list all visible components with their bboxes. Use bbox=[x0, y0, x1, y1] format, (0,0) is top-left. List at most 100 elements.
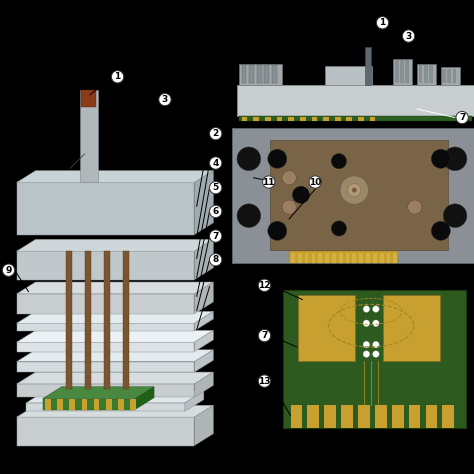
Polygon shape bbox=[194, 372, 213, 397]
Bar bbox=[311, 117, 317, 121]
Polygon shape bbox=[17, 294, 194, 314]
Polygon shape bbox=[194, 171, 213, 235]
Text: 2: 2 bbox=[212, 129, 219, 138]
Circle shape bbox=[373, 341, 379, 348]
Polygon shape bbox=[43, 399, 135, 410]
Bar bbox=[289, 251, 398, 263]
Bar bbox=[94, 399, 100, 410]
Circle shape bbox=[373, 351, 379, 357]
Bar bbox=[298, 253, 301, 263]
Circle shape bbox=[2, 264, 15, 276]
Polygon shape bbox=[17, 330, 213, 342]
Circle shape bbox=[402, 30, 415, 42]
Bar bbox=[311, 253, 315, 263]
Circle shape bbox=[443, 147, 467, 171]
Polygon shape bbox=[17, 342, 194, 352]
Text: 1: 1 bbox=[379, 18, 386, 27]
Circle shape bbox=[431, 149, 450, 168]
Polygon shape bbox=[17, 323, 194, 331]
Bar bbox=[400, 60, 404, 83]
Bar bbox=[239, 64, 282, 85]
Polygon shape bbox=[17, 417, 194, 446]
Bar bbox=[264, 65, 269, 83]
Polygon shape bbox=[17, 362, 194, 372]
Text: 7: 7 bbox=[261, 331, 268, 340]
Bar bbox=[239, 116, 472, 121]
Bar bbox=[242, 117, 247, 121]
Bar bbox=[325, 253, 329, 263]
Polygon shape bbox=[17, 405, 213, 417]
Bar bbox=[57, 399, 63, 410]
Bar bbox=[82, 399, 87, 410]
Polygon shape bbox=[135, 387, 154, 410]
Circle shape bbox=[352, 188, 356, 192]
Circle shape bbox=[210, 157, 222, 169]
Bar bbox=[323, 117, 329, 121]
Bar bbox=[265, 117, 271, 121]
Circle shape bbox=[258, 279, 271, 292]
Bar bbox=[358, 117, 364, 121]
Circle shape bbox=[159, 93, 171, 106]
Bar bbox=[358, 405, 370, 428]
Circle shape bbox=[258, 375, 271, 387]
Polygon shape bbox=[17, 350, 213, 362]
Circle shape bbox=[331, 221, 346, 236]
Text: 6: 6 bbox=[212, 207, 219, 216]
Circle shape bbox=[340, 176, 368, 204]
Circle shape bbox=[210, 230, 222, 242]
Circle shape bbox=[431, 221, 450, 240]
Bar bbox=[249, 65, 254, 83]
Circle shape bbox=[443, 204, 467, 228]
Bar bbox=[300, 117, 306, 121]
Bar bbox=[395, 60, 399, 83]
Bar bbox=[341, 405, 353, 428]
Circle shape bbox=[292, 186, 310, 203]
Bar bbox=[291, 253, 295, 263]
Bar bbox=[237, 85, 474, 116]
Text: 11: 11 bbox=[263, 178, 275, 186]
Bar bbox=[346, 117, 352, 121]
Text: 5: 5 bbox=[212, 183, 219, 192]
Polygon shape bbox=[17, 311, 213, 323]
Bar bbox=[80, 90, 98, 182]
Circle shape bbox=[282, 200, 296, 214]
Circle shape bbox=[210, 205, 222, 218]
Circle shape bbox=[210, 182, 222, 194]
Bar bbox=[375, 405, 387, 428]
Circle shape bbox=[373, 320, 379, 327]
Bar bbox=[442, 69, 446, 83]
Polygon shape bbox=[194, 350, 213, 372]
Text: 13: 13 bbox=[258, 377, 271, 385]
Circle shape bbox=[210, 128, 222, 140]
Bar bbox=[417, 64, 436, 85]
Bar bbox=[85, 251, 91, 389]
Circle shape bbox=[282, 171, 296, 185]
Polygon shape bbox=[26, 403, 185, 411]
Bar bbox=[409, 405, 420, 428]
Circle shape bbox=[408, 200, 422, 214]
Bar bbox=[242, 65, 246, 83]
Bar bbox=[365, 47, 371, 85]
Circle shape bbox=[347, 183, 361, 197]
Text: 12: 12 bbox=[258, 281, 271, 290]
Bar bbox=[447, 69, 451, 83]
Bar bbox=[277, 117, 283, 121]
Polygon shape bbox=[17, 384, 194, 397]
Bar bbox=[346, 253, 349, 263]
Circle shape bbox=[111, 71, 124, 83]
Bar bbox=[232, 128, 474, 263]
Polygon shape bbox=[194, 311, 213, 331]
Bar bbox=[370, 117, 375, 121]
Bar bbox=[373, 253, 377, 263]
Bar bbox=[324, 405, 336, 428]
Text: 8: 8 bbox=[212, 255, 219, 264]
Circle shape bbox=[268, 221, 287, 240]
Polygon shape bbox=[185, 391, 204, 411]
Bar bbox=[453, 69, 456, 83]
Bar bbox=[257, 65, 262, 83]
Bar bbox=[325, 66, 372, 85]
Polygon shape bbox=[17, 282, 213, 294]
Polygon shape bbox=[17, 251, 194, 280]
Bar bbox=[104, 251, 110, 389]
Bar bbox=[392, 405, 404, 428]
